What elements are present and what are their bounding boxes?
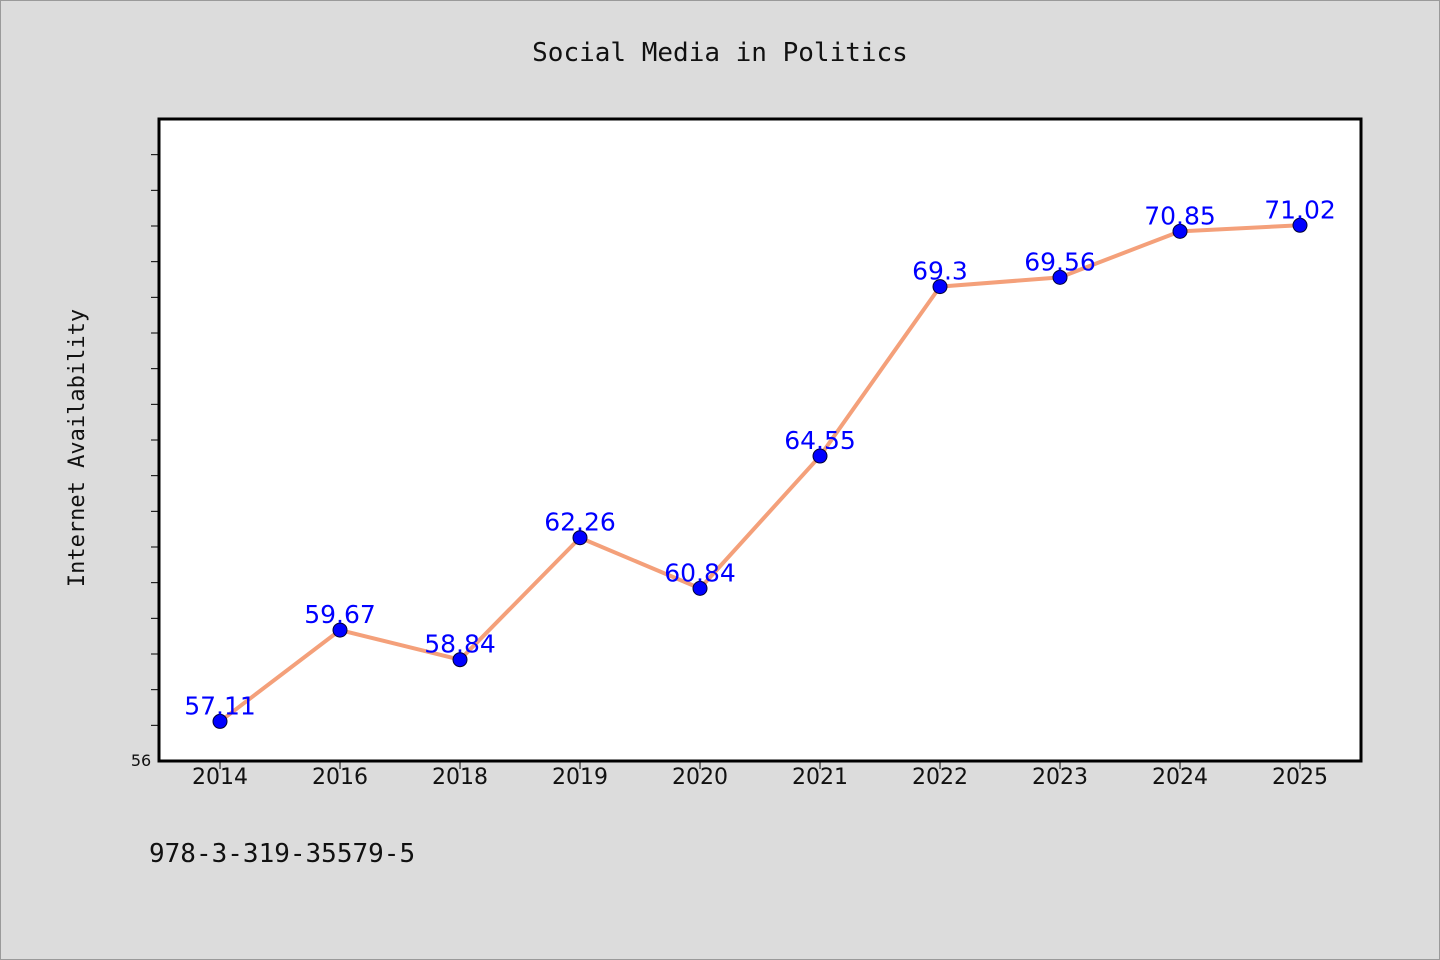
series-line-group	[218, 223, 1301, 724]
x-tick-label: 2022	[912, 765, 968, 790]
data-point	[1052, 269, 1068, 285]
x-tick-label: 2014	[192, 765, 248, 790]
series-line	[218, 223, 1301, 724]
x-tick-label: 2024	[1152, 765, 1208, 790]
data-point	[812, 448, 828, 464]
x-tick-label: 2020	[672, 765, 728, 790]
data-point	[572, 530, 588, 546]
x-tick-label: 2025	[1272, 765, 1328, 790]
data-point	[932, 279, 948, 295]
data-label: 60.84	[664, 558, 736, 587]
chart-title: Social Media in Politics	[532, 38, 908, 68]
y-tick-label: 56	[131, 751, 151, 770]
data-label: 70.85	[1144, 201, 1216, 230]
data-label: 69.56	[1024, 247, 1096, 276]
data-point	[332, 622, 348, 638]
data-label: 64.55	[784, 426, 856, 455]
x-tick-label: 2018	[432, 765, 488, 790]
x-tick-label: 2023	[1032, 765, 1088, 790]
data-label: 71.02	[1264, 195, 1336, 224]
x-tick-label: 2016	[312, 765, 368, 790]
data-point	[452, 652, 468, 668]
data-point	[212, 713, 228, 729]
data-labels: 57.11 59.67 58.84 62.26 60.84 64.55 69.3 69.56 7…	[184, 195, 1336, 720]
y-axis-label: Internet Availability	[65, 309, 90, 587]
x-axis-ticks: 2014 2016 2018 2019 2020 2021 2022 2023 2024 2025	[192, 761, 1328, 790]
x-tick-label: 2021	[792, 765, 848, 790]
data-point	[692, 580, 708, 596]
data-label: 59.67	[304, 600, 376, 629]
plot-area	[157, 117, 1363, 763]
data-label: 58.84	[424, 630, 496, 659]
x-tick-label: 2019	[552, 765, 608, 790]
data-label: 69.3	[912, 257, 968, 286]
data-label: 62.26	[544, 508, 616, 537]
data-markers	[212, 217, 1308, 729]
data-point	[1172, 223, 1188, 239]
data-point	[1292, 217, 1308, 233]
data-label: 57.11	[184, 691, 256, 720]
isbn-footer: 978-3-319-35579-5	[149, 839, 415, 869]
y-axis-ticks	[151, 154, 159, 726]
